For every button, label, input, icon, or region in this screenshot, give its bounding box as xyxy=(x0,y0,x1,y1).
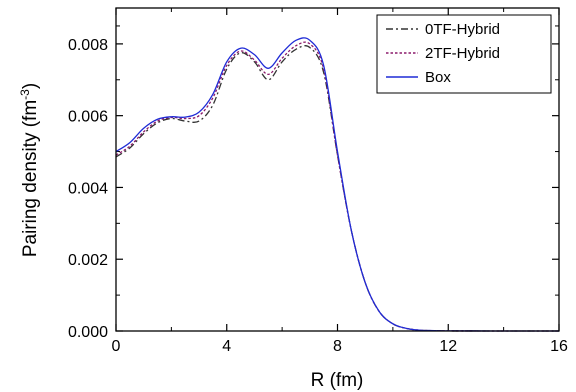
x-axis-label: R (fm) xyxy=(311,370,364,391)
legend-label: 0TF-Hybrid xyxy=(425,21,500,38)
legend-label: 2TF-Hybrid xyxy=(425,45,500,62)
legend: 0TF-Hybrid 2TF-Hybrid Box xyxy=(376,14,552,94)
x-tick-label: 12 xyxy=(439,338,457,355)
y-axis-label-close: ) xyxy=(20,83,41,89)
y-axis-label: Pairing density (fm-3) xyxy=(18,83,41,257)
y-axis-label-exponent: -3 xyxy=(18,89,32,100)
x-tick-label: 16 xyxy=(550,338,568,355)
tick-labels: 0 4 8 12 16 0.000 0.002 0.004 0.006 0.008 xyxy=(68,37,568,355)
y-tick-label: 0.002 xyxy=(68,252,108,269)
y-tick-label: 0.004 xyxy=(68,180,108,197)
y-tick-label: 0.006 xyxy=(68,109,108,126)
y-tick-label: 0.008 xyxy=(68,37,108,54)
x-tick-label: 8 xyxy=(333,338,342,355)
x-tick-label: 4 xyxy=(222,338,231,355)
plot-frame xyxy=(115,7,560,332)
legend-box xyxy=(376,14,552,94)
y-tick-label: 0.000 xyxy=(68,324,108,341)
x-tick-label: 0 xyxy=(112,338,121,355)
legend-label: Box xyxy=(425,69,451,86)
